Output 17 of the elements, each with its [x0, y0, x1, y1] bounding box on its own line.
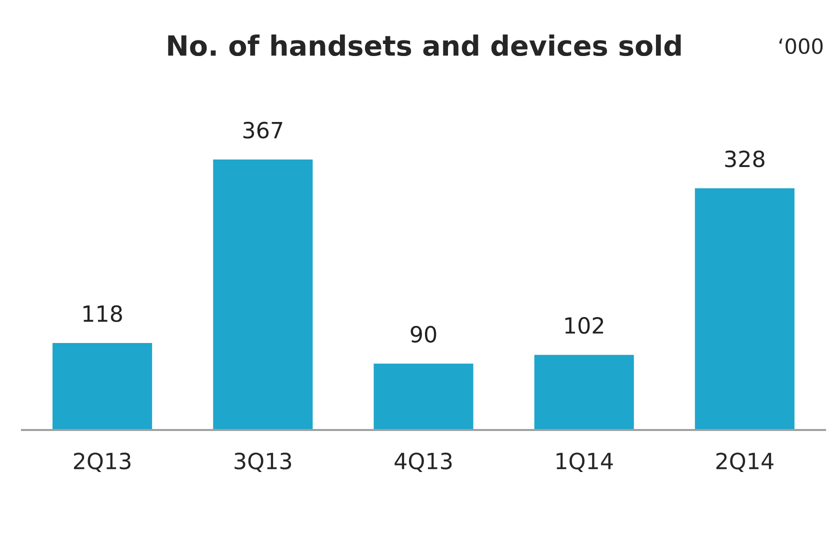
data-label: 367: [243, 122, 282, 139]
x-tick-label: 3Q13: [234, 452, 292, 472]
text: ‘000: [779, 38, 823, 54]
x-tick-label: 2Q14: [716, 452, 774, 472]
x-tick-label: 2Q13: [74, 452, 130, 472]
data-label: 118: [84, 305, 122, 322]
data-label: 328: [725, 150, 764, 168]
chart-title: No. of handsets and devices sold: [168, 34, 681, 56]
bar: [374, 364, 474, 430]
bar: [534, 354, 634, 430]
data-label: 90: [410, 326, 436, 343]
bar: [213, 160, 313, 430]
bar: [52, 343, 152, 430]
data-label: 102: [565, 317, 604, 334]
x-tick-label: 4Q13: [394, 452, 452, 472]
x-tick-label: 1Q14: [556, 452, 613, 472]
bar: [694, 188, 794, 430]
